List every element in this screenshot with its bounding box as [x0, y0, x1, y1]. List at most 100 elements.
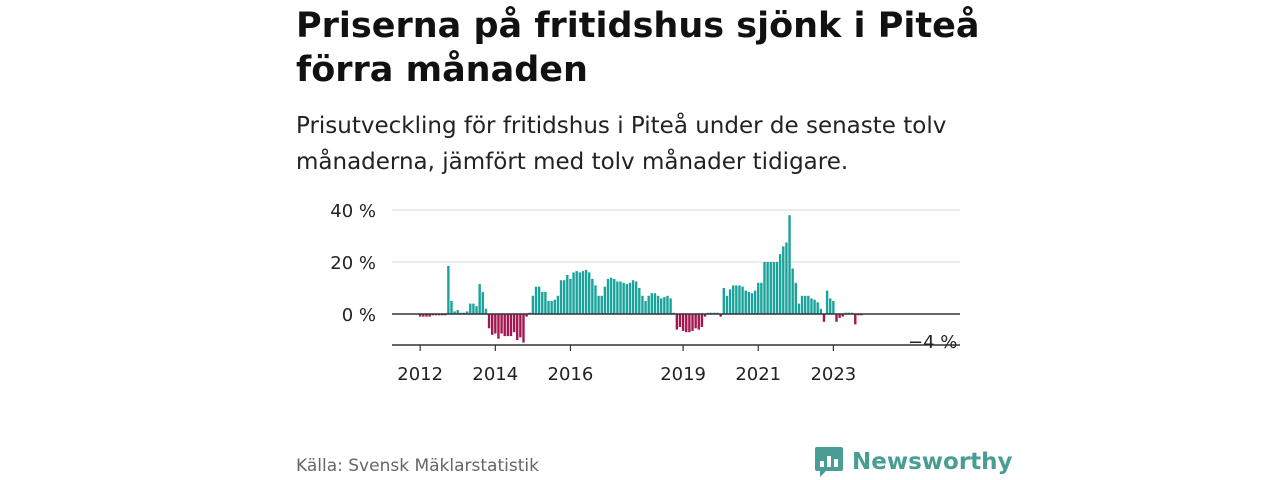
- bar-positive: [562, 280, 566, 314]
- bar-negative: [822, 314, 826, 322]
- bar-positive: [797, 303, 801, 314]
- bar-positive: [541, 291, 544, 314]
- bar-positive: [744, 290, 747, 314]
- bar-negative: [512, 314, 516, 333]
- bar-positive: [600, 295, 603, 314]
- bar-positive: [613, 278, 616, 314]
- bar-positive: [478, 284, 481, 314]
- bar-positive: [775, 262, 779, 314]
- bar-negative: [681, 314, 685, 331]
- x-tick-label: 2014: [472, 364, 518, 385]
- newsworthy-logo-icon: [815, 447, 843, 477]
- bar-negative: [691, 314, 694, 331]
- bar-positive: [616, 281, 619, 314]
- chart-title: Priserna på fritidshus sjönk i Piteå för…: [296, 6, 980, 90]
- bar-negative: [854, 314, 857, 325]
- bar-positive: [453, 311, 456, 314]
- bar-negative: [503, 314, 506, 337]
- bar-negative: [506, 314, 510, 337]
- bar-positive: [581, 271, 585, 314]
- y-tick-label: 20 %: [330, 253, 376, 274]
- bar-positive: [469, 303, 472, 314]
- bar-positive: [832, 301, 835, 314]
- bar-positive: [465, 311, 469, 314]
- bar-negative: [428, 314, 431, 317]
- x-tick-label: 2021: [735, 364, 781, 385]
- bar-negative: [688, 314, 691, 333]
- x-tick-label: 2019: [660, 364, 706, 385]
- bar-positive: [450, 301, 453, 314]
- source-note: Källa: Svensk Mäklarstatistik: [296, 456, 539, 476]
- bar-positive: [807, 295, 810, 314]
- bar-negative: [490, 314, 494, 335]
- bar-positive: [644, 301, 647, 314]
- bar-positive: [666, 295, 669, 314]
- bar-positive: [566, 275, 569, 314]
- brand-logo[interactable]: Newsworthy: [814, 446, 1013, 478]
- bar-positive: [782, 246, 785, 314]
- bar-positive: [760, 282, 763, 314]
- bar-positive: [757, 282, 760, 314]
- bar-positive: [653, 293, 657, 314]
- bar-positive: [788, 215, 791, 314]
- bar-positive: [569, 278, 572, 314]
- bar-negative: [678, 314, 682, 327]
- bar-positive: [628, 282, 632, 314]
- bar-positive: [735, 285, 738, 314]
- bar-positive: [753, 290, 757, 314]
- bar-positive: [732, 285, 735, 314]
- bar-positive: [603, 286, 607, 314]
- bar-negative: [675, 314, 679, 330]
- y-tick-label: 40 %: [330, 201, 376, 222]
- bar-negative: [525, 314, 528, 317]
- bar-positive: [772, 262, 776, 314]
- bar-positive: [829, 298, 832, 314]
- bar-positive: [794, 282, 797, 314]
- bar-chart: 0 % 20 % 40 % 2012 2014 2016 2019 2021 2023 −4 …: [330, 201, 960, 385]
- chart-subtitle: Prisutveckling för fritidshus i Piteå un…: [296, 113, 947, 175]
- bar-positive: [578, 272, 582, 314]
- bar-positive: [800, 295, 804, 314]
- bar-positive: [544, 291, 547, 314]
- x-tick-label: 2016: [548, 364, 594, 385]
- bar-negative: [516, 314, 519, 340]
- bar-positive: [591, 278, 594, 314]
- bar-positive: [769, 262, 772, 314]
- y-tick-label: 0 %: [342, 305, 376, 326]
- bar-positive: [622, 282, 625, 314]
- bar-positive: [738, 285, 741, 314]
- y-axis-ticks: 0 % 20 % 40 %: [330, 201, 376, 326]
- bar-negative: [719, 314, 722, 317]
- bar-positive: [669, 298, 672, 314]
- bar-negative: [838, 314, 841, 318]
- brand-name: Newsworthy: [852, 449, 1013, 475]
- annotation: −4 %: [908, 332, 957, 353]
- bar-positive: [625, 284, 628, 314]
- x-tick-label: 2012: [397, 364, 443, 385]
- bar-negative: [519, 314, 522, 338]
- bar-positive: [556, 295, 560, 314]
- bar-negative: [500, 314, 503, 334]
- bar-positive: [609, 277, 613, 314]
- bar-negative: [509, 314, 513, 337]
- bar-positive: [588, 272, 591, 314]
- x-tick-label: 2023: [810, 364, 856, 385]
- bar-positive: [722, 288, 726, 314]
- bar-positive: [810, 298, 813, 314]
- bar-negative: [835, 314, 838, 322]
- bar-positive: [634, 281, 638, 314]
- bar-positive: [531, 295, 535, 314]
- bar-positive: [813, 299, 816, 314]
- bar-positive: [660, 298, 663, 314]
- bar-positive: [472, 303, 475, 314]
- bar-positive: [650, 293, 654, 314]
- bar-positive: [550, 301, 553, 314]
- bar-positive: [575, 271, 578, 314]
- axes: [392, 313, 960, 346]
- bars: [419, 215, 863, 343]
- x-axis-ticks: 2012 2014 2016 2019 2021 2023: [397, 345, 856, 385]
- bar-positive: [547, 301, 550, 314]
- bar-positive: [647, 295, 650, 314]
- bar-positive: [481, 291, 484, 314]
- bar-positive: [763, 262, 766, 314]
